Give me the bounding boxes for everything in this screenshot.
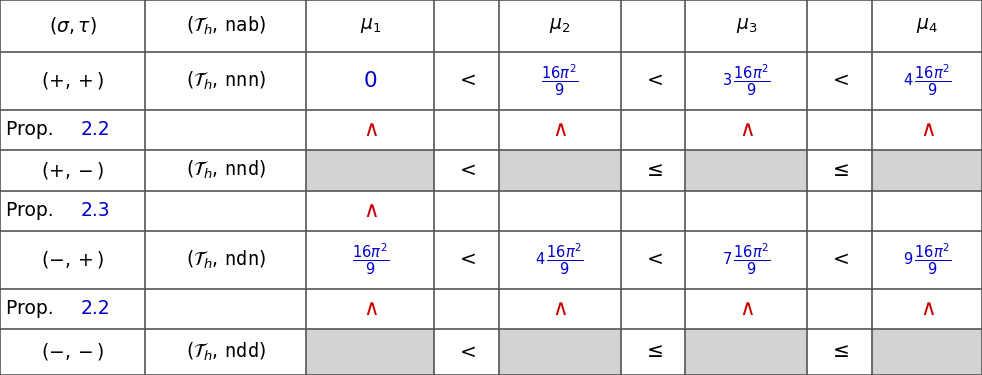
Bar — [499, 329, 621, 375]
Text: $\wedge$: $\wedge$ — [362, 120, 378, 140]
Text: $\leq$: $\leq$ — [642, 161, 664, 180]
Bar — [685, 150, 807, 190]
Text: $(\mathcal{T}_h,\,\mathtt{ndn})$: $(\mathcal{T}_h,\,\mathtt{ndn})$ — [186, 249, 266, 271]
Text: $(\mathcal{T}_h,\,\mathtt{nab})$: $(\mathcal{T}_h,\,\mathtt{nab})$ — [186, 15, 266, 37]
Text: Prop.: Prop. — [6, 299, 60, 318]
Text: $\leq$: $\leq$ — [829, 161, 850, 180]
Text: $\dfrac{16\pi^2}{9}$: $\dfrac{16\pi^2}{9}$ — [541, 63, 578, 99]
Text: $\leq$: $\leq$ — [829, 342, 850, 362]
Text: $\wedge$: $\wedge$ — [738, 299, 754, 319]
Text: $\wedge$: $\wedge$ — [552, 299, 568, 319]
Bar — [306, 329, 434, 375]
Text: $<$: $<$ — [456, 342, 477, 362]
Text: 2.2: 2.2 — [81, 299, 110, 318]
Text: $(+,-)$: $(+,-)$ — [41, 160, 104, 181]
Text: $\wedge$: $\wedge$ — [362, 299, 378, 319]
Text: Prop.: Prop. — [6, 201, 60, 220]
Text: $<$: $<$ — [456, 161, 477, 180]
Text: $\wedge$: $\wedge$ — [919, 299, 935, 319]
Text: $3\,\dfrac{16\pi^2}{9}$: $3\,\dfrac{16\pi^2}{9}$ — [722, 63, 771, 99]
Text: 2.2: 2.2 — [81, 120, 110, 140]
Text: $\mu_2$: $\mu_2$ — [549, 16, 571, 35]
Text: Prop.: Prop. — [6, 120, 60, 140]
Text: $\mu_3$: $\mu_3$ — [736, 16, 757, 35]
Text: $9\,\dfrac{16\pi^2}{9}$: $9\,\dfrac{16\pi^2}{9}$ — [902, 242, 952, 278]
Text: $(\sigma, \tau)$: $(\sigma, \tau)$ — [49, 15, 96, 36]
Text: $<$: $<$ — [829, 71, 850, 90]
Text: $\wedge$: $\wedge$ — [919, 120, 935, 140]
Text: $4\,\dfrac{16\pi^2}{9}$: $4\,\dfrac{16\pi^2}{9}$ — [535, 242, 584, 278]
Text: $\wedge$: $\wedge$ — [738, 120, 754, 140]
Text: $\leq$: $\leq$ — [642, 342, 664, 362]
Bar — [685, 329, 807, 375]
Text: $(\mathcal{T}_h,\,\mathtt{nnd})$: $(\mathcal{T}_h,\,\mathtt{nnd})$ — [186, 159, 266, 182]
Text: $(\mathcal{T}_h,\,\mathtt{ndd})$: $(\mathcal{T}_h,\,\mathtt{ndd})$ — [186, 341, 266, 363]
Text: $\mu_1$: $\mu_1$ — [359, 16, 381, 35]
Text: $4\,\dfrac{16\pi^2}{9}$: $4\,\dfrac{16\pi^2}{9}$ — [902, 63, 952, 99]
Text: $0$: $0$ — [363, 71, 377, 91]
Bar — [499, 150, 621, 190]
Text: $<$: $<$ — [642, 71, 664, 90]
Text: 2.3: 2.3 — [81, 201, 110, 220]
Text: $\dfrac{16\pi^2}{9}$: $\dfrac{16\pi^2}{9}$ — [352, 242, 389, 278]
Text: $\mu_4$: $\mu_4$ — [916, 16, 938, 35]
Text: $<$: $<$ — [456, 250, 477, 269]
Bar — [872, 150, 982, 190]
Bar — [306, 150, 434, 190]
Text: $<$: $<$ — [829, 250, 850, 269]
Text: $<$: $<$ — [642, 250, 664, 269]
Text: $(-,+)$: $(-,+)$ — [41, 249, 104, 270]
Text: $7\,\dfrac{16\pi^2}{9}$: $7\,\dfrac{16\pi^2}{9}$ — [722, 242, 771, 278]
Bar — [872, 329, 982, 375]
Text: $(+,+)$: $(+,+)$ — [41, 70, 104, 92]
Text: $(\mathcal{T}_h,\,\mathtt{nnn})$: $(\mathcal{T}_h,\,\mathtt{nnn})$ — [186, 70, 266, 92]
Text: $<$: $<$ — [456, 71, 477, 90]
Text: $(-,-)$: $(-,-)$ — [41, 341, 104, 362]
Text: $\wedge$: $\wedge$ — [552, 120, 568, 140]
Text: $\wedge$: $\wedge$ — [362, 201, 378, 220]
